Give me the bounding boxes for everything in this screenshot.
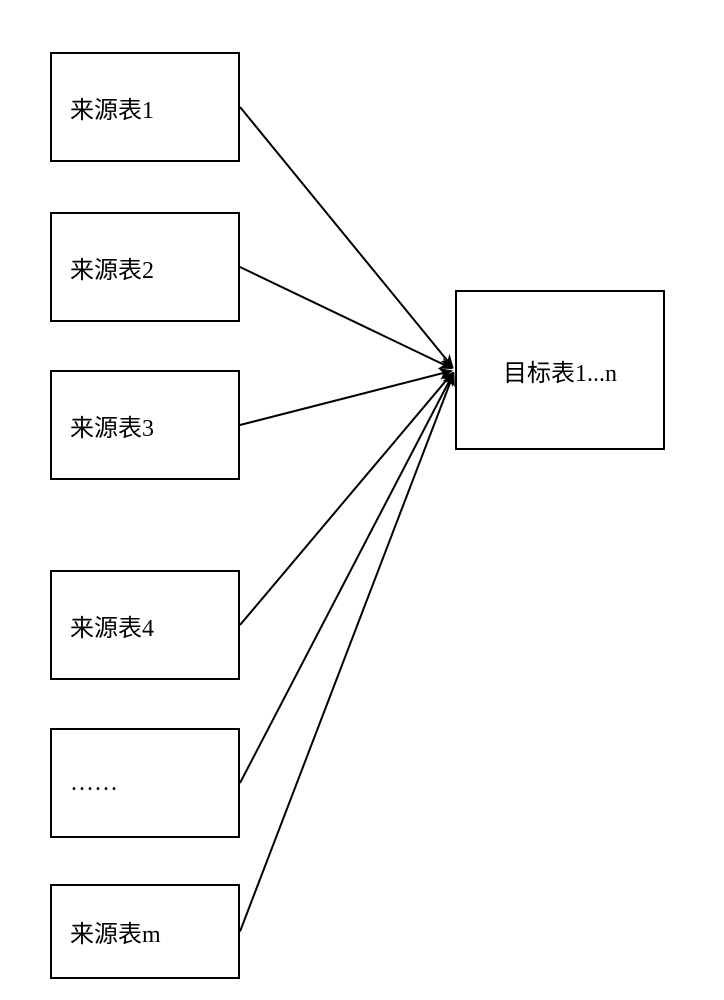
source-label: 来源表m <box>70 914 161 949</box>
source-box-1: 来源表1 <box>50 52 240 162</box>
target-box: 目标表1...n <box>455 290 665 450</box>
source-box-4: 来源表4 <box>50 570 240 680</box>
source-box-5: …… <box>50 728 240 838</box>
edge-s5-to-t1 <box>240 374 453 783</box>
edge-s4-to-t1 <box>240 373 452 625</box>
source-box-3: 来源表3 <box>50 370 240 480</box>
source-label: 来源表4 <box>70 608 154 643</box>
source-box-m: 来源表m <box>50 884 240 979</box>
source-box-2: 来源表2 <box>50 212 240 322</box>
edge-s2-to-t1 <box>240 267 451 368</box>
edge-s6-to-t1 <box>240 374 454 932</box>
edge-s3-to-t1 <box>240 371 451 425</box>
source-label: 来源表3 <box>70 408 154 443</box>
source-label: …… <box>70 770 118 797</box>
diagram-canvas: 来源表1 来源表2 来源表3 来源表4 …… 来源表m 目标表1...n <box>0 0 724 1000</box>
source-label: 来源表2 <box>70 250 154 285</box>
source-label: 来源表1 <box>70 90 154 125</box>
target-label: 目标表1...n <box>503 353 617 388</box>
edge-s1-to-t1 <box>240 107 452 367</box>
